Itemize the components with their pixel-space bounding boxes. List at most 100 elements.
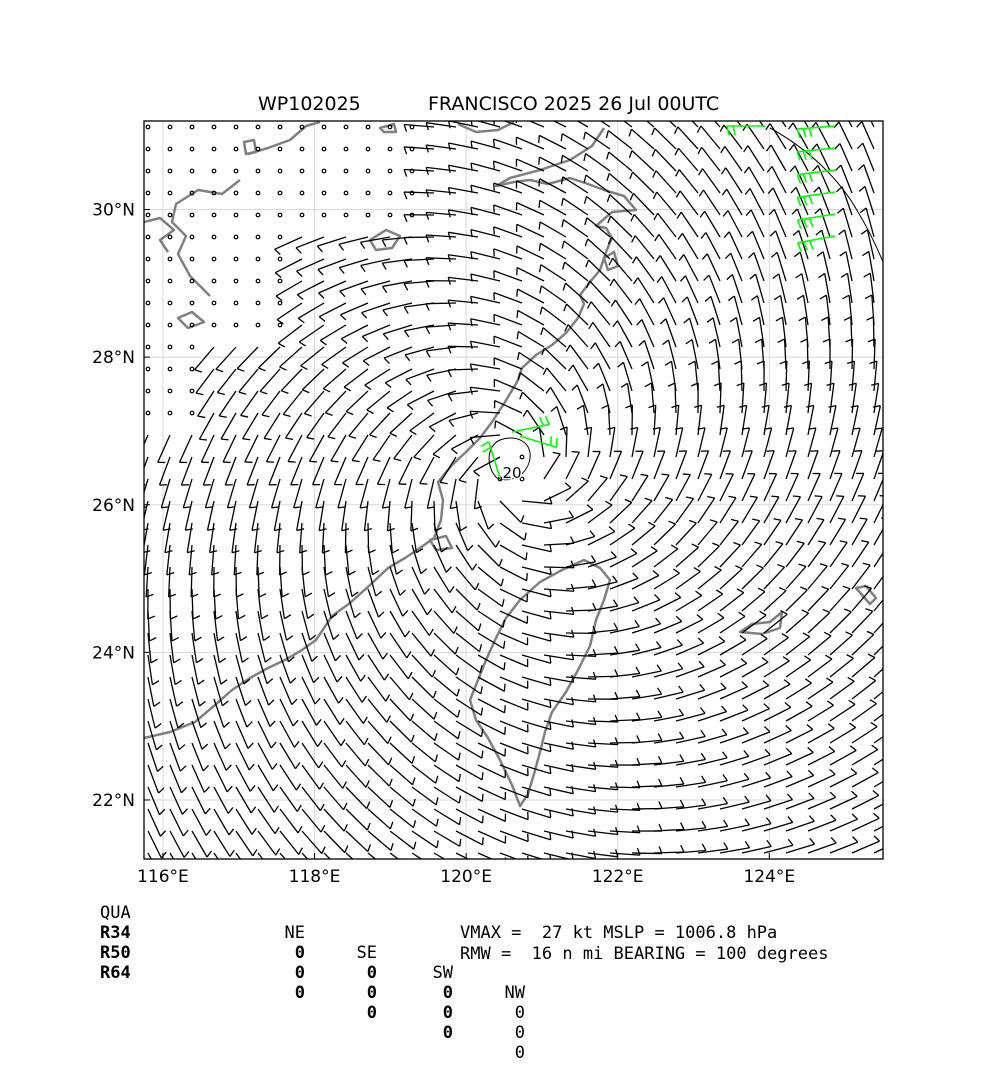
wind-barb-flag bbox=[593, 672, 595, 679]
wind-barb-flag bbox=[699, 190, 703, 196]
wind-barb-flag bbox=[373, 460, 380, 461]
calm-marker bbox=[146, 147, 150, 151]
r34-sw: 0 bbox=[443, 983, 453, 1003]
wind-barb-staff bbox=[830, 658, 853, 677]
wind-barb-flag bbox=[652, 149, 655, 156]
wind-barb-flag bbox=[811, 101, 816, 107]
wind-barb-flag bbox=[426, 235, 429, 242]
wind-barb-staff bbox=[654, 524, 676, 545]
wind-barb-flag bbox=[404, 215, 407, 222]
wind-barb-flag bbox=[825, 361, 832, 364]
wind-barb-staff bbox=[494, 161, 522, 171]
wind-barb-flag bbox=[208, 872, 212, 878]
wind-barb-flag bbox=[632, 257, 636, 264]
wind-barb-staff bbox=[340, 303, 368, 315]
wind-barb-flag bbox=[656, 256, 660, 262]
calm-marker bbox=[234, 301, 238, 305]
wind-barb-flag bbox=[429, 427, 435, 432]
wind-barb-staff bbox=[302, 721, 318, 747]
wind-barb-staff bbox=[241, 391, 258, 415]
wind-barb-flag bbox=[870, 361, 877, 363]
wind-barb-staff bbox=[567, 304, 588, 325]
calm-marker bbox=[322, 191, 326, 195]
wind-barb-flag bbox=[742, 682, 748, 687]
wind-barb-staff bbox=[294, 479, 302, 508]
calm-marker bbox=[388, 169, 392, 173]
wind-barb-flag bbox=[697, 104, 700, 111]
wind-barb-staff bbox=[434, 633, 455, 654]
wind-barb-flag bbox=[839, 230, 845, 235]
wind-barb-flag bbox=[437, 819, 439, 826]
wind-barb-flag bbox=[449, 143, 451, 150]
wind-barb-flag bbox=[448, 395, 452, 402]
wind-barb-flag bbox=[585, 218, 587, 225]
wind-barb-flag bbox=[433, 691, 436, 698]
wind-barb-flag bbox=[584, 175, 586, 182]
wind-barb-staff bbox=[564, 241, 588, 259]
wind-barb-flag bbox=[683, 474, 691, 475]
wind-barb-flag bbox=[724, 232, 729, 238]
wind-barb-staff bbox=[412, 787, 436, 805]
wind-barb-staff bbox=[636, 257, 654, 281]
wind-barb-flag bbox=[264, 438, 272, 439]
wind-barb-flag bbox=[699, 661, 704, 667]
wind-barb-flag bbox=[292, 699, 297, 705]
calm-marker bbox=[190, 323, 194, 327]
wind-barb-flag bbox=[698, 147, 702, 154]
wind-barb-flag bbox=[782, 634, 789, 638]
wind-barb-flag bbox=[658, 688, 662, 694]
wind-barb-staff bbox=[258, 809, 275, 834]
wind-barb-flag bbox=[866, 609, 873, 612]
calm-marker bbox=[344, 213, 348, 217]
wind-barb-flag bbox=[414, 457, 421, 459]
wind-barb-flag bbox=[230, 850, 234, 856]
wind-barb-flag bbox=[346, 412, 353, 415]
wind-barb-staff bbox=[874, 428, 882, 457]
calm-marker bbox=[212, 147, 216, 151]
wind-barb-flag bbox=[572, 764, 573, 771]
wind-barb-flag bbox=[613, 321, 618, 327]
wind-barb-flag bbox=[637, 320, 642, 326]
wind-barb-flag bbox=[701, 730, 705, 736]
wind-barb-staff bbox=[346, 787, 367, 809]
wind-barb-flag bbox=[808, 747, 814, 752]
wind-barb-flag bbox=[805, 679, 811, 683]
wind-barb-staff bbox=[541, 265, 566, 281]
wind-barb-flag bbox=[344, 824, 347, 831]
wind-barb-flag bbox=[721, 706, 726, 712]
wind-barb-flag bbox=[750, 496, 758, 497]
lon-tick-label: 120°E bbox=[440, 867, 492, 887]
calm-marker bbox=[234, 235, 238, 239]
wind-barb-flag bbox=[551, 406, 557, 411]
wind-barb-flag bbox=[861, 230, 867, 234]
wind-barb-flag bbox=[659, 779, 662, 786]
wind-barb-flag bbox=[146, 594, 153, 597]
wind-barb-flag bbox=[275, 827, 279, 833]
wind-barb-flag bbox=[730, 318, 736, 322]
wind-barb-staff bbox=[874, 726, 899, 743]
wind-barb-flag bbox=[701, 233, 706, 239]
wind-barb-flag bbox=[368, 844, 371, 851]
wind-contours bbox=[489, 128, 883, 480]
wind-barb-flag bbox=[568, 365, 573, 371]
wind-barb-flag bbox=[895, 813, 901, 818]
wind-barb-staff bbox=[808, 682, 833, 699]
wind-barb-flag bbox=[518, 352, 519, 359]
wind-barb-flag bbox=[705, 296, 711, 301]
calm-marker bbox=[520, 455, 524, 459]
wind-barb-staff bbox=[723, 104, 742, 127]
wind-barb-flag bbox=[550, 766, 551, 774]
calm-marker bbox=[278, 213, 282, 217]
wind-barb-flag bbox=[383, 310, 388, 316]
calm-marker bbox=[388, 125, 392, 129]
wind-barb-flag bbox=[692, 544, 699, 547]
wind-barb-flag bbox=[562, 241, 564, 248]
wind-barb-flag bbox=[665, 497, 672, 499]
wind-barb-flag bbox=[341, 739, 345, 745]
calm-marker bbox=[234, 279, 238, 283]
wind-barb-staff bbox=[471, 274, 500, 281]
wind-barb-flag bbox=[608, 216, 611, 223]
r34-nw: 0 bbox=[515, 1003, 525, 1023]
wind-barb-staff bbox=[702, 147, 720, 171]
wind-barb-flag bbox=[745, 819, 749, 825]
